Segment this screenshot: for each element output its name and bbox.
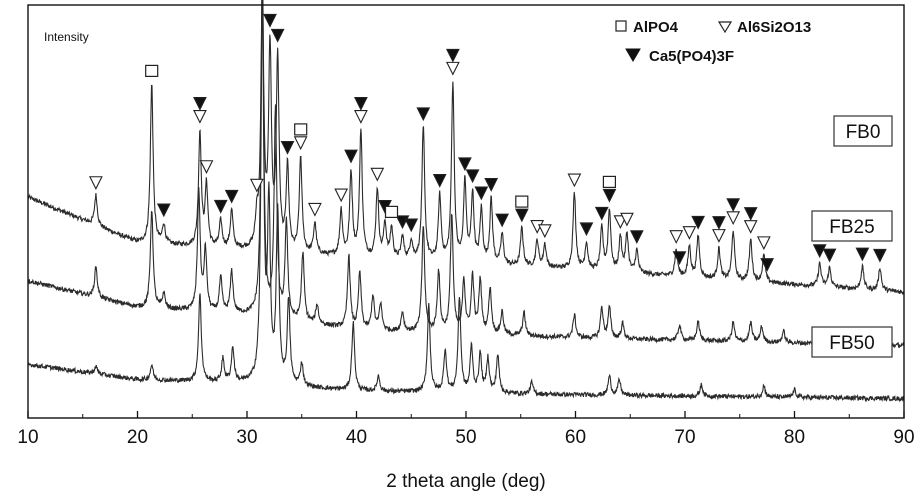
peak-marker-filled-triangle-down-87.8 <box>873 248 887 263</box>
peak-marker-filled-triangle-down-77.5 <box>760 258 775 272</box>
peak-marker-filled-triangle-down-47.6 <box>432 173 447 188</box>
peak-marker-filled-triangle-down-83.2 <box>822 248 837 263</box>
x-tick-label-30: 30 <box>236 427 257 448</box>
traces-layer <box>27 0 905 403</box>
peak-marker-filled-triangle-down-25.7 <box>193 96 207 111</box>
legend: AlPO4 Al6Si2O13 Ca5(PO4)3F <box>615 19 811 65</box>
sample-label-fb25: FB25 <box>829 217 874 238</box>
peak-marker-filled-triangle-down-45 <box>404 218 419 233</box>
x-ticks-layer: 10 20 30 40 50 60 70 80 90 <box>17 411 915 448</box>
legend-label-al6si2o13: Al6Si2O13 <box>737 19 811 36</box>
x-axis-label: 2 theta angle (deg) <box>386 471 546 492</box>
legend-marker-al6si2o13 <box>717 21 733 34</box>
legend-marker-alpo4 <box>615 20 627 32</box>
x-tick-label-60: 60 <box>565 427 586 448</box>
peak-marker-filled-triangle-down-32.1 <box>263 13 277 28</box>
peak-marker-open-square-43.2 <box>384 205 399 218</box>
peak-marker-filled-triangle-down-46.1 <box>416 107 431 122</box>
peak-marker-open-square-55.1 <box>515 195 529 208</box>
peak-marker-open-triangle-down-41.9 <box>370 167 385 182</box>
peak-markers-layer <box>89 13 887 272</box>
peak-marker-filled-triangle-down-65.6 <box>629 230 644 245</box>
sample-label-box-fb50 <box>811 326 893 358</box>
peak-marker-open-triangle-down-70.4 <box>682 226 697 240</box>
peak-marker-open-triangle-down-30.9 <box>249 178 264 193</box>
legend-label-ca5po43f: Ca5(PO4)3F <box>649 48 734 65</box>
x-tick-label-10: 10 <box>17 427 38 448</box>
peak-marker-open-triangle-down-69.2 <box>669 230 684 244</box>
x-tick-label-20: 20 <box>127 427 148 448</box>
peak-marker-filled-triangle-down-74.4 <box>726 198 741 213</box>
peak-marker-filled-triangle-down-48.8 <box>445 48 460 63</box>
x-tick-label-90: 90 <box>893 427 914 448</box>
peak-marker-filled-triangle-down-32.8 <box>270 28 285 43</box>
x-tick-label-40: 40 <box>346 427 367 448</box>
peak-marker-filled-triangle-down-51.4 <box>474 186 489 201</box>
peak-marker-open-square-34.9 <box>294 123 308 136</box>
peak-marker-filled-triangle-down-27.6 <box>213 199 228 214</box>
trace-fb0 <box>27 0 905 296</box>
peak-marker-open-triangle-down-34.9 <box>293 136 308 151</box>
peak-marker-filled-triangle-down-33.7 <box>280 140 295 155</box>
peak-marker-filled-triangle-down-53.3 <box>495 213 510 228</box>
sample-label-box-fb25 <box>811 210 893 242</box>
x-tick-label-50: 50 <box>455 427 476 448</box>
x-tick-label-70: 70 <box>674 427 695 448</box>
legend-label-alpo4: AlPO4 <box>633 19 679 36</box>
sample-labels: FB0 FB25 FB50 <box>811 115 893 358</box>
peak-marker-filled-triangle-down-73.1 <box>712 216 726 230</box>
x-tick-label-80: 80 <box>784 427 805 448</box>
peak-marker-filled-triangle-down-50.6 <box>465 169 480 184</box>
peak-marker-filled-triangle-down-22.4 <box>156 203 171 218</box>
sample-label-fb0: FB0 <box>846 122 881 143</box>
peak-marker-open-triangle-down-38.6 <box>334 188 349 203</box>
peak-marker-open-triangle-down-77.2 <box>756 236 771 251</box>
legend-marker-ca5po43f <box>625 48 641 62</box>
peak-marker-open-triangle-down-57.2 <box>537 224 552 239</box>
peak-marker-filled-triangle-down-69.5 <box>672 251 687 265</box>
peak-marker-filled-triangle-down-40.4 <box>353 97 368 111</box>
trace-fb25 <box>27 0 905 349</box>
peak-marker-open-square-63.1 <box>602 175 617 188</box>
peak-marker-filled-triangle-down-82.3 <box>812 244 827 259</box>
sample-label-fb50: FB50 <box>829 333 874 354</box>
y-axis-label: Intensity <box>44 30 89 44</box>
trace-fb50 <box>27 0 905 403</box>
peak-marker-open-triangle-down-16.2 <box>89 176 103 190</box>
peak-marker-filled-triangle-down-62.4 <box>594 206 609 221</box>
peak-marker-filled-triangle-down-55.1 <box>514 208 529 223</box>
peak-marker-open-square-21.3 <box>145 64 159 78</box>
peak-marker-filled-triangle-down-49.9 <box>458 157 472 172</box>
peak-marker-open-triangle-down-64.7 <box>620 212 634 227</box>
peak-marker-filled-triangle-down-39.5 <box>344 149 358 164</box>
peak-marker-filled-triangle-down-61 <box>579 222 594 237</box>
peak-marker-open-triangle-down-59.9 <box>567 173 582 188</box>
peak-marker-filled-triangle-down-52.3 <box>484 178 499 192</box>
peak-marker-filled-triangle-down-86.2 <box>855 247 870 262</box>
peak-marker-filled-triangle-down-76 <box>743 207 758 221</box>
peak-marker-open-triangle-down-36.2 <box>308 202 322 217</box>
sample-label-box-fb0 <box>833 115 893 147</box>
peak-marker-filled-triangle-down-63.1 <box>602 188 617 203</box>
peak-marker-filled-triangle-down-28.6 <box>224 189 239 204</box>
peak-marker-open-triangle-down-26.3 <box>199 160 214 174</box>
peak-marker-filled-triangle-down-71.2 <box>691 215 706 230</box>
